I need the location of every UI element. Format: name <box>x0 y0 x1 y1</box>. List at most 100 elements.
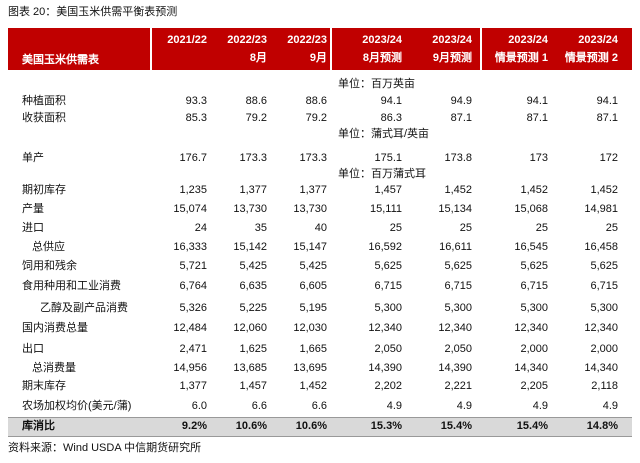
table-cell: 40 <box>314 222 327 234</box>
column-header: 9月 <box>309 52 327 64</box>
row-label: 农场加权均价(美元/蒲) <box>22 400 132 412</box>
row-label: 总消费量 <box>32 362 76 374</box>
table-cell: 25 <box>605 222 618 234</box>
table-cell: 15.4% <box>440 420 472 432</box>
table-cell: 15.3% <box>370 420 402 432</box>
table-cell: 2,118 <box>591 380 618 392</box>
table-cell: 15.4% <box>516 420 548 432</box>
row-label: 期末库存 <box>22 380 66 392</box>
table-cell: 172 <box>599 152 618 164</box>
table-cell: 6.6 <box>251 400 267 412</box>
table-cell: 5,300 <box>374 302 402 314</box>
table-cell: 5,300 <box>520 302 548 314</box>
table-cell: 15,068 <box>514 203 548 215</box>
table-cell: 14,340 <box>584 362 618 374</box>
table-cell: 87.1 <box>596 112 618 124</box>
table-cell: 25 <box>459 222 472 234</box>
table-cell: 94.1 <box>526 95 548 107</box>
table-cell: 6,715 <box>590 280 618 292</box>
row-label: 总供应 <box>32 241 65 253</box>
table-cell: 1,625 <box>239 343 267 355</box>
column-header: 9月预测 <box>432 52 472 64</box>
table-cell: 1,457 <box>374 184 402 196</box>
column-header: 2023/24 <box>432 34 472 46</box>
table-cell: 173.8 <box>444 152 472 164</box>
column-header: 2023/24 <box>362 34 402 46</box>
summary-row-background <box>8 417 632 437</box>
table-cell: 87.1 <box>526 112 548 124</box>
column-header: 2023/24 <box>578 34 618 46</box>
table-cell: 87.1 <box>450 112 472 124</box>
table-cell: 14,390 <box>438 362 472 374</box>
table-cell: 173.3 <box>239 152 267 164</box>
table-cell: 93.3 <box>185 95 207 107</box>
table-cell: 12,030 <box>293 322 327 334</box>
corner-label: 美国玉米供需表 <box>22 54 99 66</box>
column-header: 2023/24 <box>508 34 548 46</box>
table-cell: 15,134 <box>438 203 472 215</box>
table-cell: 5,425 <box>299 260 327 272</box>
table-cell: 4.9 <box>386 400 402 412</box>
table-cell: 1,377 <box>239 184 267 196</box>
row-label: 种植面积 <box>22 95 66 107</box>
row-label: 收获面积 <box>22 112 66 124</box>
column-header: 情景预测 1 <box>494 52 548 64</box>
table-cell: 86.3 <box>380 112 402 124</box>
table-cell: 12,340 <box>438 322 472 334</box>
row-label: 出口 <box>22 343 44 355</box>
table-bottom-line <box>8 436 632 437</box>
table-cell: 2,050 <box>374 343 402 355</box>
table-cell: 5,625 <box>590 260 618 272</box>
table-cell: 12,340 <box>584 322 618 334</box>
unit-note: 单位：百万英亩 <box>338 78 415 90</box>
table-cell: 1,452 <box>520 184 548 196</box>
table-cell: 14,981 <box>584 203 618 215</box>
table-cell: 1,377 <box>299 184 327 196</box>
source-note: 资料来源：Wind USDA 中信期货研究所 <box>8 442 202 454</box>
row-label: 饲用和残余 <box>22 260 77 272</box>
table-cell: 5,300 <box>590 302 618 314</box>
table-cell: 6.6 <box>311 400 327 412</box>
table-cell: 2,221 <box>444 380 472 392</box>
table-cell: 12,484 <box>173 322 207 334</box>
table-cell: 13,695 <box>293 362 327 374</box>
table-cell: 15,147 <box>293 241 327 253</box>
header-separator <box>330 28 332 70</box>
table-cell: 2,202 <box>374 380 402 392</box>
row-label: 进口 <box>22 222 44 234</box>
table-cell: 88.6 <box>305 95 327 107</box>
table-cell: 13,685 <box>233 362 267 374</box>
row-label: 产量 <box>22 203 44 215</box>
row-label: 乙醇及副产品消费 <box>40 302 128 314</box>
table-cell: 2,471 <box>179 343 207 355</box>
column-header: 情景预测 2 <box>564 52 618 64</box>
table-cell: 12,340 <box>368 322 402 334</box>
table-cell: 6,715 <box>374 280 402 292</box>
table-cell: 5,721 <box>179 260 207 272</box>
table-cell: 2,000 <box>590 343 618 355</box>
header-separator <box>150 28 152 70</box>
table-cell: 15,111 <box>369 203 402 215</box>
table-cell: 79.2 <box>305 112 327 124</box>
table-cell: 15,074 <box>173 203 207 215</box>
table-cell: 2,050 <box>444 343 472 355</box>
table-cell: 12,060 <box>233 322 267 334</box>
row-label: 单产 <box>22 152 44 164</box>
header-separator <box>480 28 482 70</box>
table-cell: 1,452 <box>444 184 472 196</box>
table-cell: 1,457 <box>239 380 267 392</box>
table-header <box>8 28 632 70</box>
table-cell: 5,225 <box>239 302 267 314</box>
table-cell: 2,205 <box>520 380 548 392</box>
figure-title: 图表 20：美国玉米供需平衡表预测 <box>8 6 178 18</box>
table-cell: 1,452 <box>299 380 327 392</box>
table-cell: 6,715 <box>444 280 472 292</box>
row-label: 食用种用和工业消费 <box>22 280 121 292</box>
row-label: 期初库存 <box>22 184 66 196</box>
table-cell: 94.1 <box>380 95 402 107</box>
table-cell: 5,625 <box>444 260 472 272</box>
table-cell: 6,715 <box>520 280 548 292</box>
table-cell: 1,377 <box>179 380 207 392</box>
table-cell: 14,340 <box>514 362 548 374</box>
table-cell: 15,142 <box>233 241 267 253</box>
